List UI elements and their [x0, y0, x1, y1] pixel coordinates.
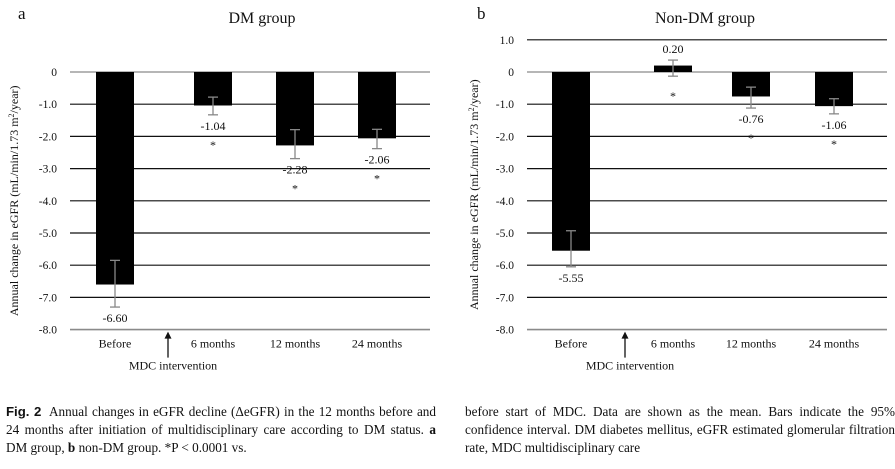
panel-b-y-tick-label: 0: [508, 67, 514, 79]
panel-a-title: DM group: [228, 10, 295, 27]
panel-a-x-tick-label: 6 months: [191, 337, 236, 351]
panel-a-significance-star: *: [292, 182, 298, 196]
panel-b-y-tick-label: -1.0: [496, 99, 514, 111]
panel-a-significance-star: *: [210, 138, 216, 152]
panel-b-y-tick-label: -4.0: [496, 196, 514, 208]
panel-b-significance-star: *: [831, 137, 837, 151]
panel-a-bar: [96, 72, 134, 285]
panel-b-data-label: -1.06: [822, 118, 847, 132]
panel-b-significance-star: *: [748, 131, 754, 145]
panel-b-x-tick-label: 12 months: [726, 337, 777, 351]
panel-b-y-tick-label: -2.0: [496, 131, 514, 143]
figure-canvas: a DM group 0 -1.0 -2.0 -3.0 -4.0 -5.0 -6.0 -7.0 -8…: [7, 4, 887, 373]
panel-b-x-tick-label: 24 months: [809, 337, 860, 351]
panel-a-data-label: -6.60: [103, 311, 128, 325]
panel-a-y-tick-label: -6.0: [39, 260, 57, 272]
panel-a-y-tick-label: -3.0: [39, 164, 57, 176]
panel-a-x-tick-label: 24 months: [352, 337, 403, 351]
panel-a-data-label: -2.28: [283, 163, 308, 177]
caption-text: Annual changes in eGFR decline (ΔeGFR) i…: [6, 404, 436, 437]
panel-b-x-tick-label: Before: [555, 337, 588, 351]
panel-b-label: b: [477, 4, 486, 23]
caption-panel-b-text: non-DM group. *P < 0.0001 vs.: [78, 440, 247, 455]
panel-b-y-tick-label: -5.0: [496, 228, 514, 240]
panel-b-data-label: -5.55: [559, 271, 584, 285]
panel-b-intervention-label: MDC intervention: [586, 359, 674, 373]
caption-panel-b: b: [67, 440, 76, 455]
panel-a-intervention-label: MDC intervention: [129, 359, 217, 373]
panel-b-y-tick-label: -7.0: [496, 292, 514, 304]
panel-a-y-tick-label: -4.0: [39, 196, 57, 208]
panel-b-significance-star: *: [670, 89, 676, 103]
panel-b-y-axis-label: Annual change in eGFR (mL/min/1.73 m2/ye…: [467, 79, 481, 310]
panel-b-x-tick-label: 6 months: [651, 337, 696, 351]
panel-b-bar: [552, 72, 590, 251]
panel-a-y-axis-label: Annual change in eGFR (mL/min/1.73 m2/ye…: [7, 85, 21, 316]
panel-a-y-tick-label: -2.0: [39, 131, 57, 143]
panel-a-y-tick-label: -8.0: [39, 325, 57, 337]
panel-a-y-tick-label: -5.0: [39, 228, 57, 240]
panel-a-label: a: [18, 4, 26, 23]
panel-b-data-label: -0.76: [739, 112, 764, 126]
caption-continued-text: before start of MDC. Data are shown as t…: [465, 404, 895, 455]
panel-a-y-tick-label: -1.0: [39, 99, 57, 111]
panel-a-data-label: -1.04: [201, 119, 226, 133]
panel-b-title: Non-DM group: [655, 10, 755, 27]
panel-a-bar: [358, 72, 396, 139]
caption-right: before start of MDC. Data are shown as t…: [465, 403, 895, 457]
panel-b-y-tick-label: 1.0: [500, 35, 515, 47]
panel-a-x-tick-label: Before: [99, 337, 132, 351]
panel-a-arrow-head-icon: [164, 331, 172, 339]
panel-b-data-label: 0.20: [663, 42, 684, 56]
figure-label: Fig. 2: [6, 404, 42, 419]
panel-a-y-tick-label: -7.0: [39, 292, 57, 304]
caption-panel-a-text: DM group,: [6, 440, 65, 455]
caption-left: Fig. 2 Annual changes in eGFR decline (Δ…: [6, 403, 436, 457]
panel-b-y-tick-label: -6.0: [496, 260, 514, 272]
panel-b-y-tick-label: -3.0: [496, 164, 514, 176]
panel-b-y-tick-label: -8.0: [496, 325, 514, 337]
panel-a-y-tick-label: 0: [51, 67, 57, 79]
caption-panel-a: a: [429, 422, 437, 437]
panel-b-arrow-head-icon: [621, 331, 629, 339]
panel-a-data-label: -2.06: [365, 153, 390, 167]
panel-a-x-tick-label: 12 months: [270, 337, 321, 351]
panel-a-significance-star: *: [374, 172, 380, 186]
